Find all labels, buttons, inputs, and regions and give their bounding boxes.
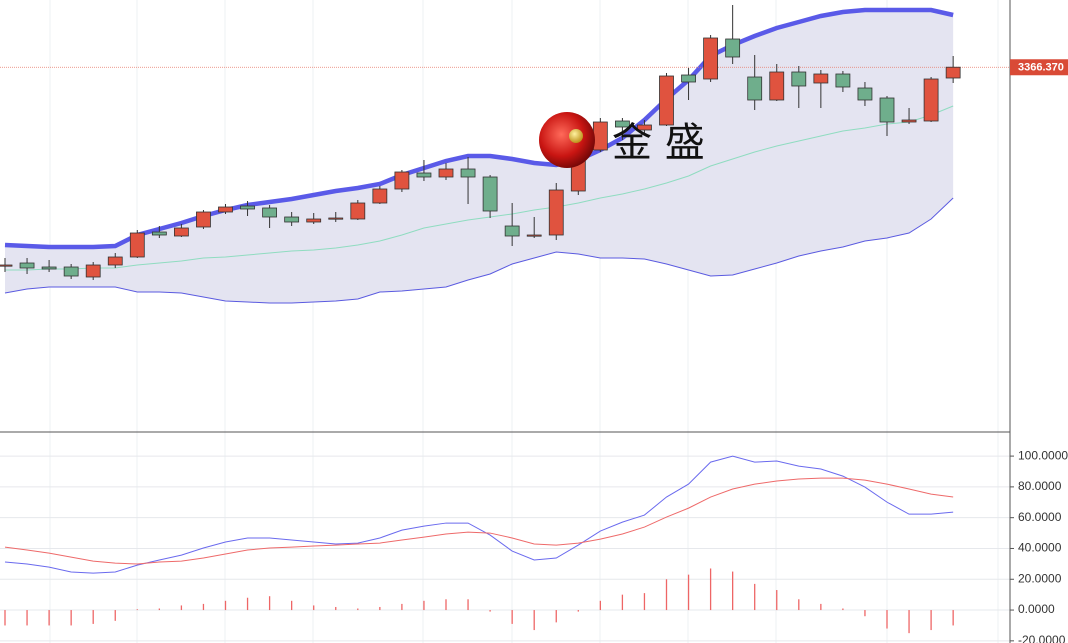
candle-body [615,120,630,128]
candle-body [262,207,278,218]
candle-body [548,189,564,236]
candle-body [107,256,123,266]
band-line [5,105,954,271]
indicator-line [4,455,954,574]
candle-body [151,231,167,236]
candle-body [659,75,674,126]
candle-body [681,74,696,83]
candle-body [0,264,13,267]
candle-body [725,38,741,58]
y-tick-label: 20.0000 [1018,571,1062,585]
candle-body [791,71,807,87]
candle-body [703,37,718,80]
candle-body [857,87,873,101]
candle-body [284,216,300,223]
candle-body [350,202,366,220]
candle-body [19,262,35,269]
candle-body [504,225,520,237]
price-axis: 3366.370 100.0000 80.0000 60.0000 40.0000 20.… [1010,59,1068,643]
indicator-panel [0,455,1010,642]
band-line [4,7,954,250]
band-line [4,197,954,304]
candle-body [306,218,322,223]
candle-body [63,266,79,277]
candle-body [41,266,57,270]
candle-body [328,217,344,220]
y-tick-label: 40.0000 [1018,541,1062,555]
candle-body [438,168,454,178]
candle-body [901,119,917,123]
y-tick-label: 100.0000 [1018,448,1068,462]
candle-body [482,176,498,212]
candle-body [879,97,895,123]
logo-sphere [539,112,595,168]
candle-body [240,205,255,210]
candle-body [923,78,939,122]
candle-body [769,71,785,101]
last-price-box [1010,59,1068,76]
candle-body [196,211,211,228]
candle-body [460,168,476,178]
candle-body [747,76,763,101]
logo-coin [569,129,583,143]
candle-body [416,172,432,178]
indicator-line [4,477,954,565]
candle-body [945,66,961,79]
y-tick-label: 0.0000 [1018,602,1055,616]
main-panel [0,5,1010,304]
candle-body [85,264,101,278]
candle-body [835,73,851,88]
candle-body [526,234,542,237]
y-tick-label: 80.0000 [1018,479,1062,493]
candle-body [394,171,410,190]
candle-body [129,232,145,258]
y-tick-label: 60.0000 [1018,510,1062,524]
candle-body [813,73,829,84]
candle-body [173,227,189,237]
y-tick-label: -20.0000 [1018,633,1066,643]
candle-body [218,206,233,213]
candle-body [372,188,388,204]
logo: 金 盛 [539,112,705,168]
candle-body [592,121,608,151]
candle-body [637,124,652,131]
watermark: 金 盛 [612,120,705,166]
last-price-label: 3366.370 [1018,62,1064,74]
